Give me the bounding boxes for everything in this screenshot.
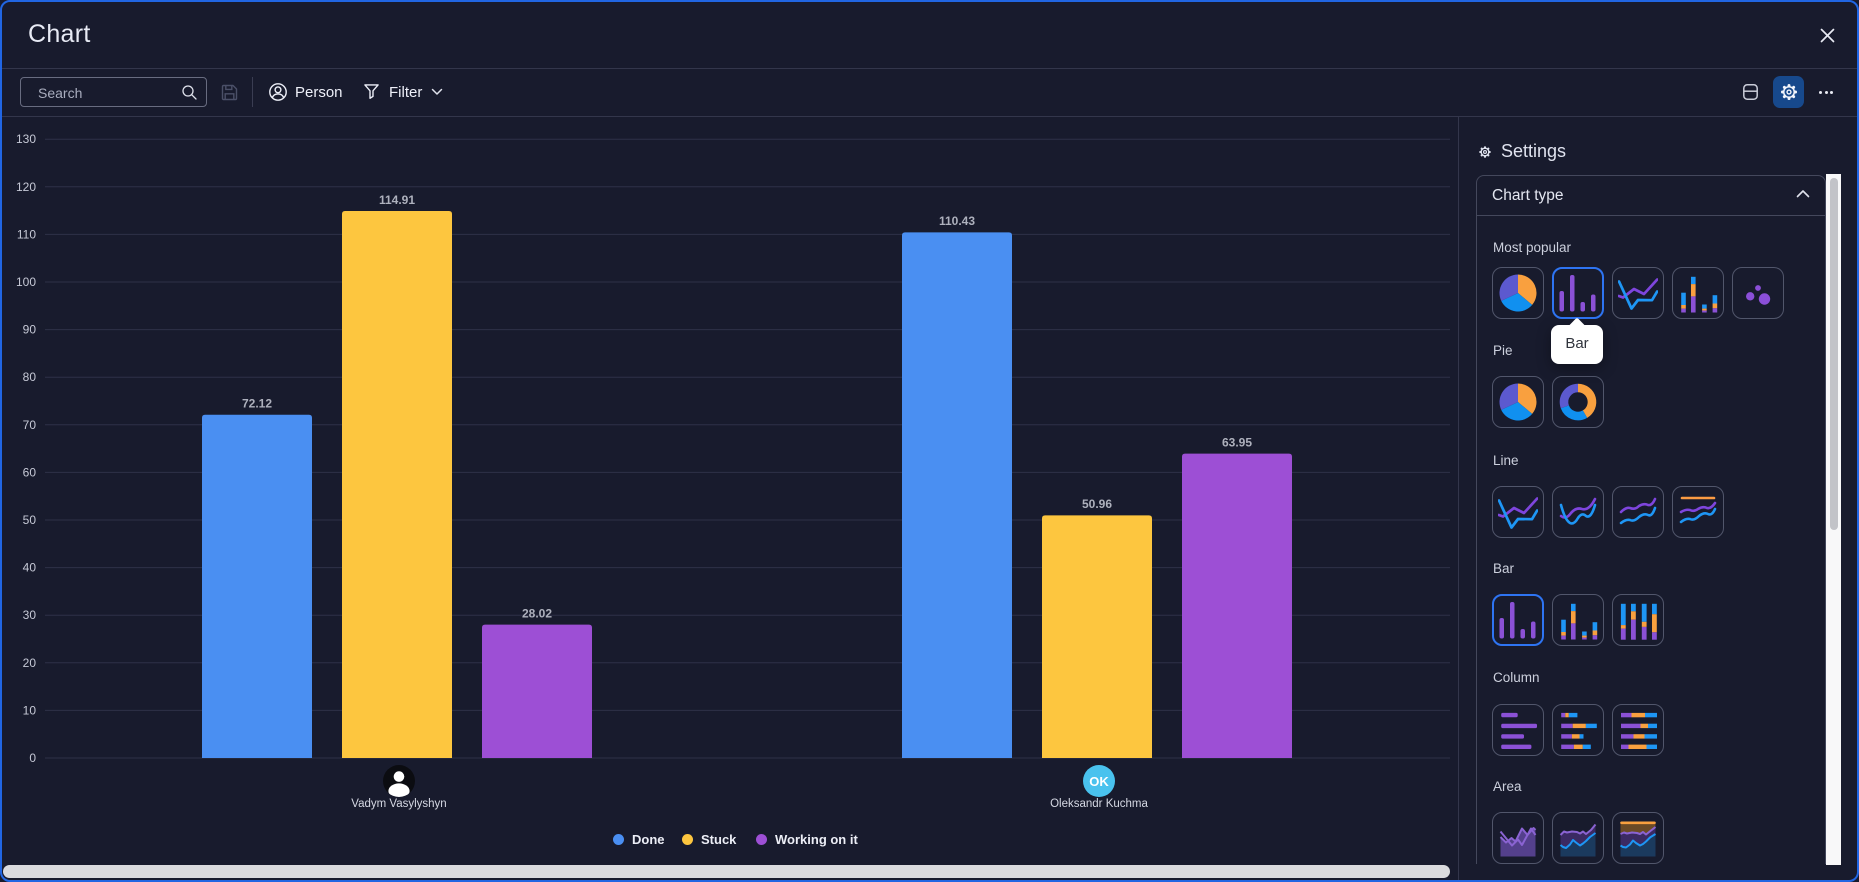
svg-text:72.12: 72.12: [242, 397, 272, 411]
svg-text:80: 80: [23, 370, 37, 384]
svg-text:100: 100: [16, 275, 36, 289]
svg-text:63.95: 63.95: [1222, 435, 1252, 449]
svg-text:60: 60: [23, 465, 37, 479]
svg-text:114.91: 114.91: [379, 193, 415, 207]
svg-text:130: 130: [16, 132, 36, 146]
svg-text:120: 120: [16, 180, 36, 194]
svg-text:20: 20: [23, 656, 37, 670]
svg-text:90: 90: [23, 323, 37, 337]
svg-text:0: 0: [29, 751, 36, 765]
svg-text:10: 10: [23, 703, 37, 717]
svg-text:40: 40: [23, 561, 37, 575]
svg-text:50.96: 50.96: [1082, 497, 1112, 511]
svg-text:110: 110: [17, 227, 36, 241]
svg-text:110.43: 110.43: [939, 214, 975, 228]
svg-text:28.02: 28.02: [522, 606, 552, 620]
svg-text:70: 70: [23, 418, 37, 432]
svg-text:30: 30: [23, 608, 37, 622]
svg-text:50: 50: [23, 513, 37, 527]
